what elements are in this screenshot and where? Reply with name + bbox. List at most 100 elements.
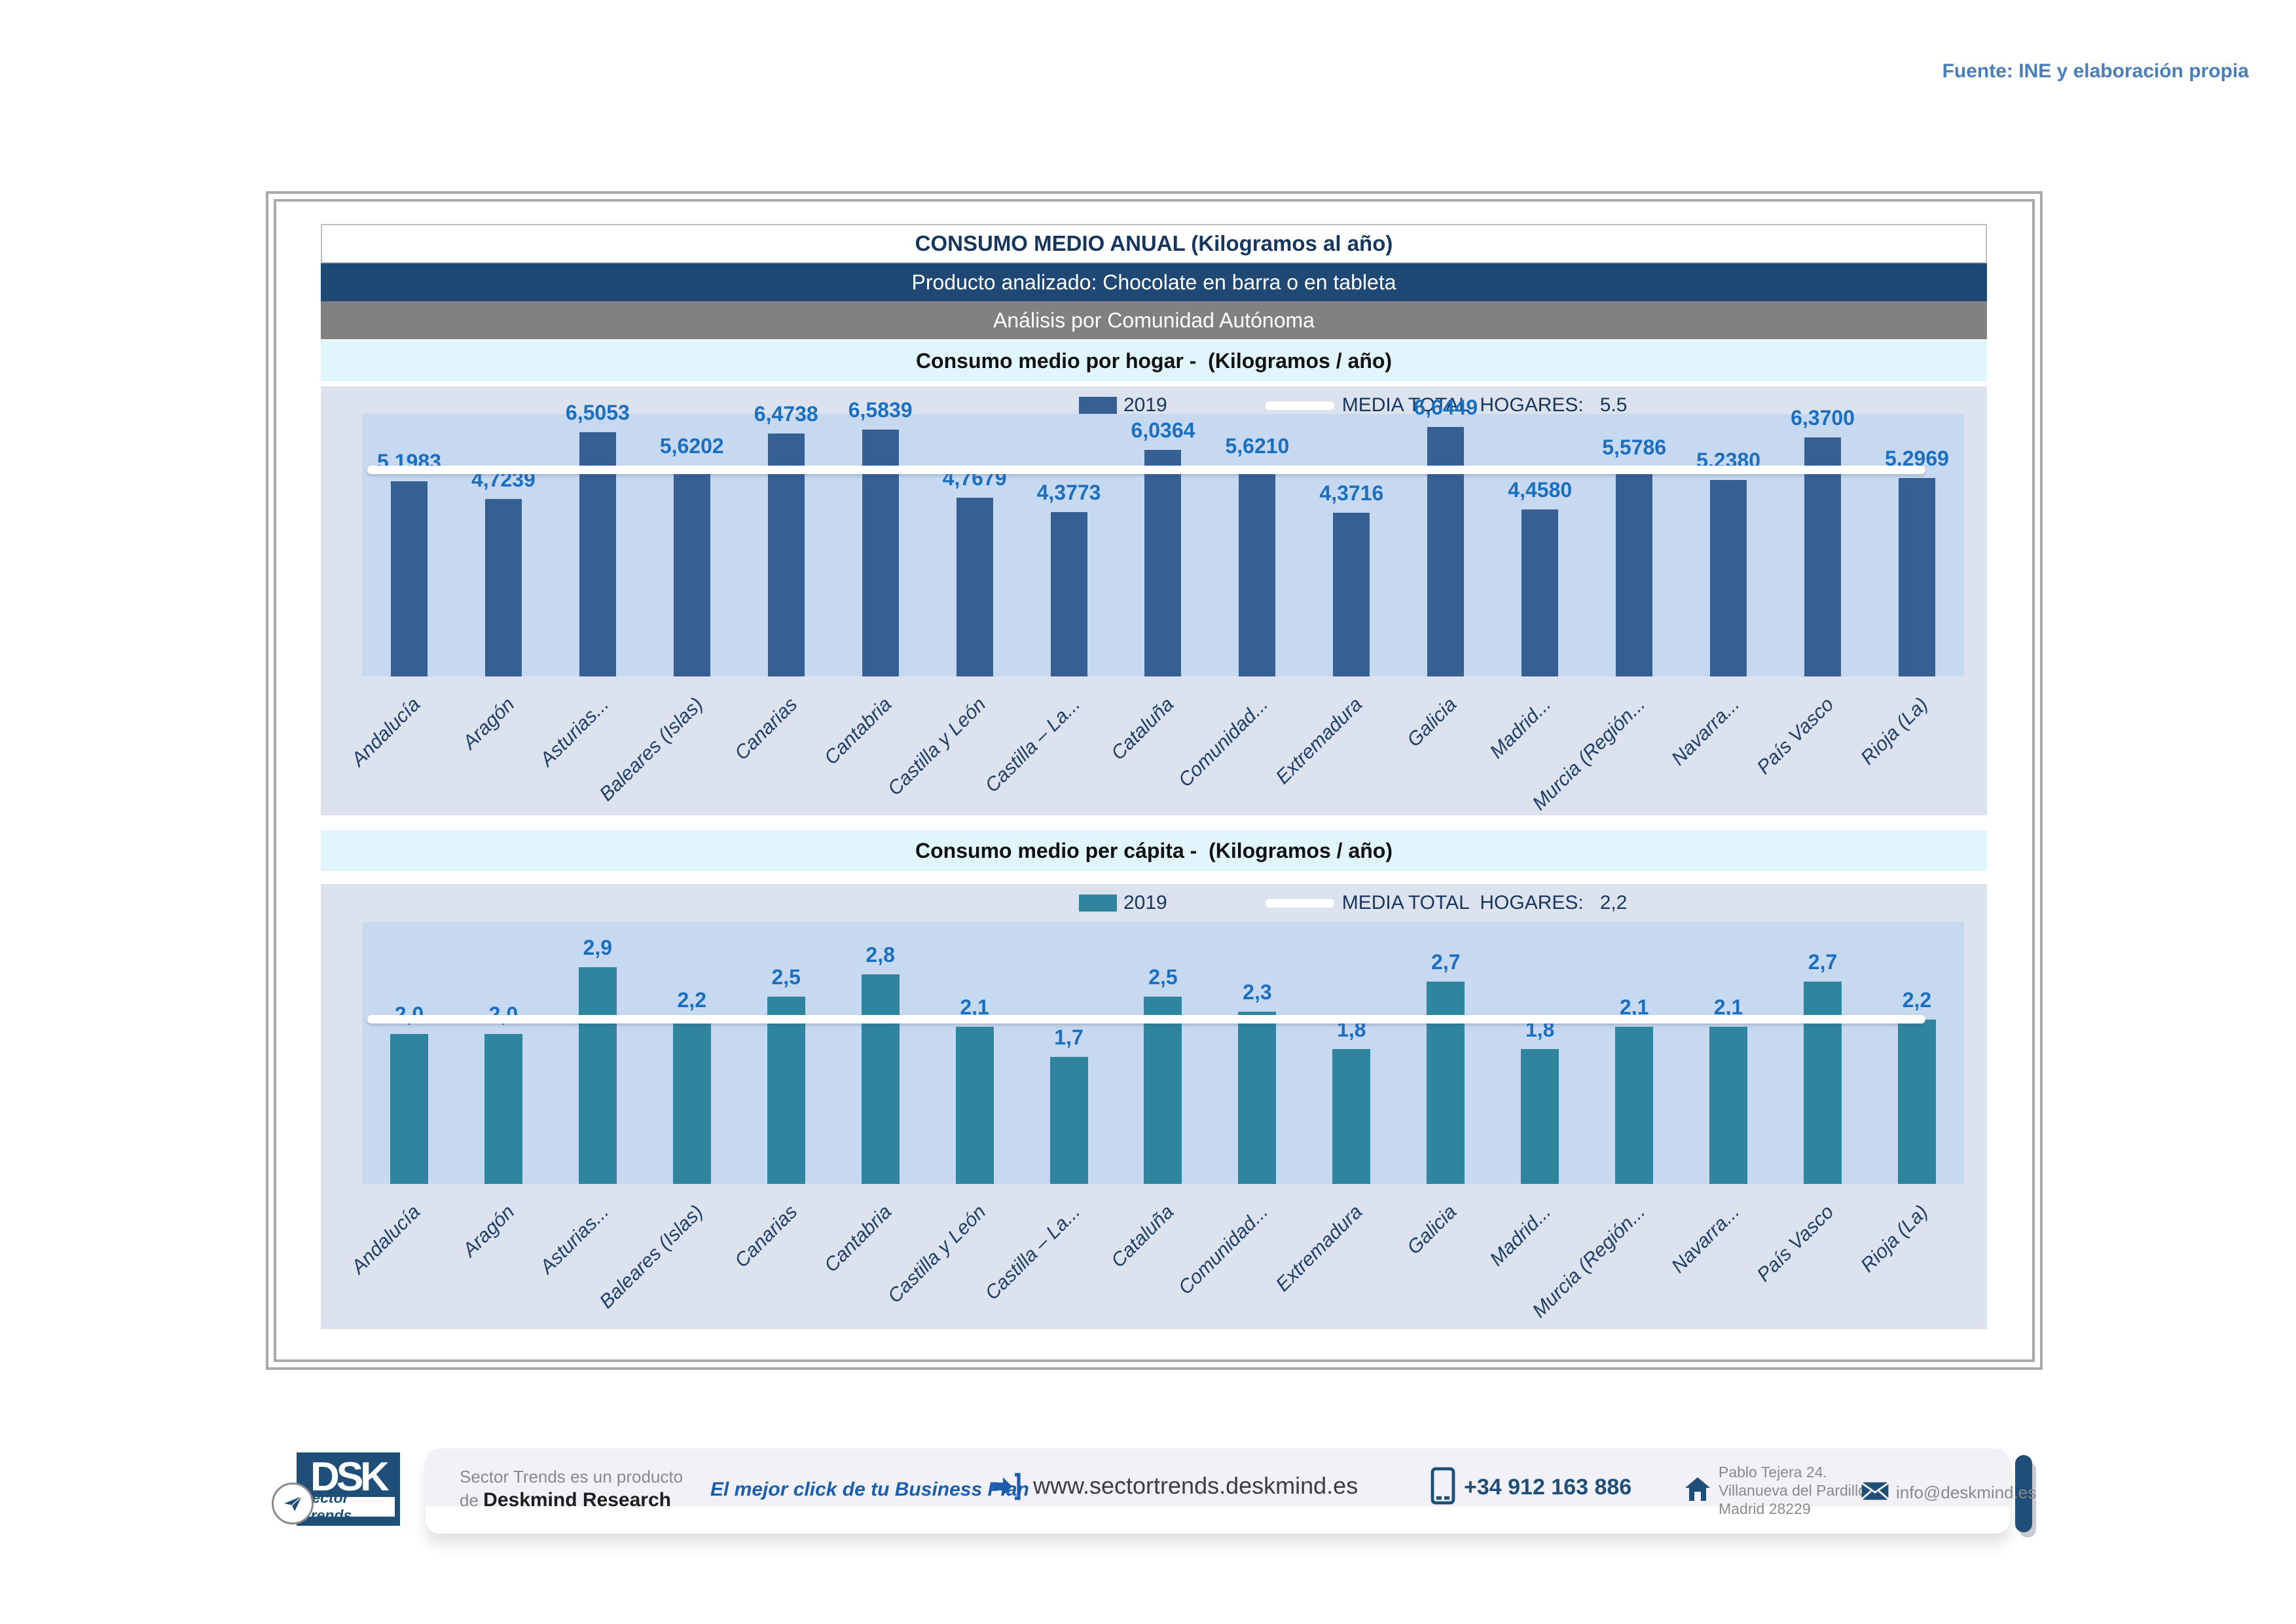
bar [1804,437,1842,676]
bar-slot: 1,8 [1304,922,1398,1184]
bar-value-label: 2,2 [1902,987,1932,1012]
house-icon [1684,1476,1711,1505]
bar-value-label: 4,4580 [1508,477,1573,502]
category-slot: País Vasco [1753,684,1870,819]
category-slot: Rioja (La) [1857,684,1964,819]
bar-value-label: 2,5 [771,965,801,989]
bar [1144,450,1182,676]
legend-swatch-2019 [1079,397,1117,414]
bar-value-label: 5,6202 [659,434,724,458]
bar-slot: 5,6202 [645,414,739,676]
bar [1333,512,1370,676]
bar [1144,997,1182,1184]
dsk-logo-tagline: Sector Trends [302,1489,352,1524]
category-slot: Castilla – La... [981,1192,1116,1326]
bar-slot: 2,3 [1210,922,1304,1184]
bar-value-label: 2,5 [1148,965,1178,989]
chart-capita-bars: 2,02,0 2,9 2,2 2,5 2,8 2,1 1,7 2,5 2,3 1,8 2,7 1,8 2… [362,922,1964,1184]
bar-slot: 2,7 [1398,922,1493,1184]
category-slot: Asturias... [536,684,645,819]
bar-value-label: 1,7 [1054,1025,1084,1049]
category-slot: Rioja (La) [1857,1192,1964,1326]
bar [578,967,617,1184]
bar-slot: 4,3716 [1304,414,1398,676]
category-label: Aragón [458,1201,519,1261]
bar [1898,477,1935,676]
legend-swatch-2019 [1079,895,1117,912]
arrow-link-icon [990,1472,1021,1504]
bar [1427,982,1465,1184]
footer-slogan: El mejor click de tu Business Plan [710,1479,1029,1500]
envelope-icon [1861,1481,1889,1504]
bar [1239,466,1276,676]
bar [1050,512,1087,676]
category-label: Canarias [730,1201,802,1272]
bar-value-label: 2,2 [677,987,707,1012]
bar-slot: 5,5786 [1587,414,1681,676]
bar-value-label: 2,1 [960,995,989,1019]
dsk-logo: DSK Sector Trends [272,1452,403,1532]
bar-slot: 1,7 [1022,922,1116,1184]
bar [1710,479,1747,676]
bar-slot: 2,5 [739,922,833,1184]
chart-capita-category-axis: Andalucía Aragón Asturias... Baleares (Isla… [348,1192,1964,1326]
bar-value-label: 6,3700 [1791,406,1855,430]
category-slot: Galicia [1398,1192,1493,1326]
bar [861,974,900,1184]
bar [1238,1012,1277,1184]
category-label: Madrid... [1485,1201,1556,1270]
bar-slot: 2,2 [645,922,739,1184]
footer-address: Pablo Tejera 24. Villanueva del Pardillo… [1719,1463,1870,1518]
bar-value-label: 2,1 [1713,995,1743,1019]
legend-label-media: MEDIA TOTAL HOGARES: 5.5 [1341,394,1628,416]
category-slot: Murcia (Región... [1529,1192,1681,1326]
category-slot: Murcia (Región... [1529,684,1681,819]
bar [1332,1049,1371,1184]
bar [484,499,522,676]
chart-hogar-category-axis: Andalucía Aragón Asturias... Baleares (Isla… [348,684,1964,819]
category-slot: Canarias [731,684,833,819]
bar-slot: 4,4580 [1493,414,1587,676]
footer-company-name: Deskmind Research [483,1489,671,1511]
footer-product-line2: de Deskmind Research [460,1489,671,1511]
source-note: Fuente: INE y elaboración propia [1942,60,2249,82]
dsk-logo-strip: Sector Trends [302,1489,395,1524]
legend-label-2019: 2019 [1123,394,1167,416]
footer-pill [2015,1455,2032,1532]
product-band: Producto analizado: Chocolate en barra o… [321,263,1987,301]
bar-value-label: 2,1 [1619,995,1649,1019]
category-slot: Castilla y León [883,1192,1022,1326]
analysis-band: Análisis por Comunidad Autónoma [321,301,1987,339]
footer-email-link[interactable]: info@deskmind.es [1896,1483,2037,1502]
bar-slot: 2,7 [1776,922,1870,1184]
category-slot: Galicia [1398,684,1493,819]
category-slot: Cantabria [820,1192,928,1326]
chart-hogar-panel: 2019 MEDIA TOTAL HOGARES: 5.5 5,1983 4,723… [321,386,1987,815]
mean-total-line [367,1014,1925,1024]
bar-slot: 5,2380 [1681,414,1776,676]
bar-slot: 2,1 [928,922,1022,1184]
category-slot: Aragón [456,1192,551,1326]
category-label: Aragón [458,693,519,754]
bar [390,1034,428,1184]
category-label: Cataluña [1107,1201,1178,1272]
category-label: Andalucía [347,693,425,771]
footer-website-link[interactable]: www.sectortrends.deskmind.es [1033,1472,1358,1499]
footer-address-line1: Pablo Tejera 24. [1719,1464,1827,1481]
category-slot: Extremadura [1272,684,1398,819]
bar-slot: 6,4738 [739,403,833,676]
footer-product-line1: Sector Trends es un producto [460,1467,683,1486]
chart-hogar-bars: 5,1983 4,7239 6,5053 5,6202 6,4738 6,5839 4,76… [362,397,1964,676]
category-slot: Baleares (Islas) [595,1192,739,1326]
bar-slot: 2,5 [1116,922,1211,1184]
category-slot: Cataluña [1108,1192,1211,1326]
footer-address-line3: Madrid 28229 [1719,1500,1811,1517]
report-frame-inner [274,199,2035,1362]
bar-slot: 5,6210 [1210,414,1304,676]
bar-value-label: 4,3773 [1036,481,1101,505]
footer-bar [426,1449,2010,1534]
chart-hogar-title: Consumo medio por hogar - (Kilogramos / … [321,341,1987,381]
footer-product-line2-prefix: de [460,1490,484,1510]
category-slot: Cataluña [1108,684,1211,819]
